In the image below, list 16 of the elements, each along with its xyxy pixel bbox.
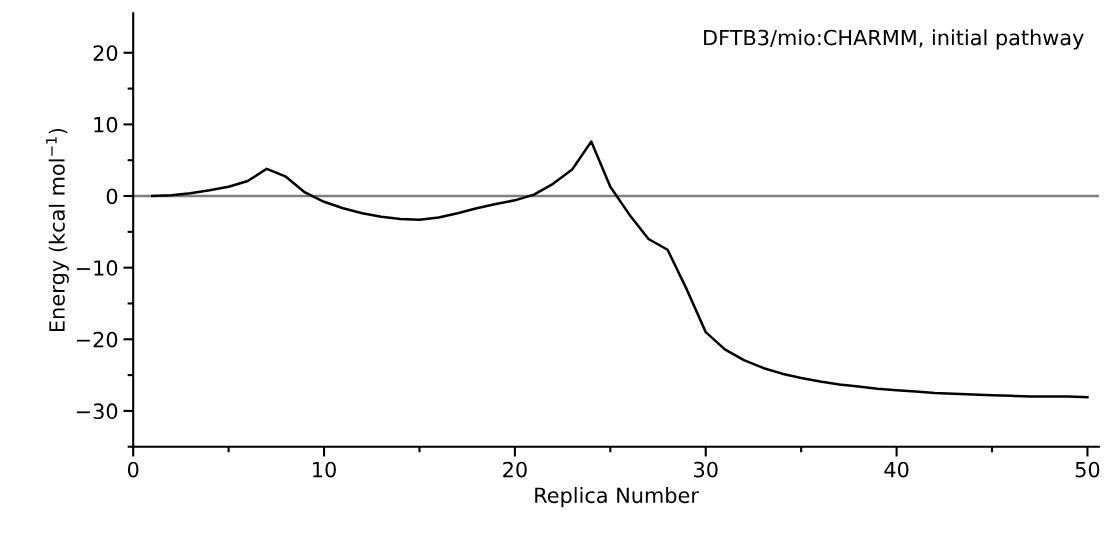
x-tick-label: 50 xyxy=(1075,461,1100,478)
y-tick-label: −10 xyxy=(76,260,118,276)
line-series xyxy=(151,140,1089,399)
x-tick-label: 30 xyxy=(694,461,718,478)
annotation: DFTB3/mio:CHARMM, initial pathway xyxy=(704,29,1084,50)
y-axis-title: Energy (kcal mol$^{−1}$) xyxy=(45,128,69,332)
x-tick-label: 40 xyxy=(884,461,909,478)
x-axis-title: Replica Number xyxy=(535,487,699,508)
y-tick-label: 10 xyxy=(94,116,118,133)
y-tick-label: 20 xyxy=(93,45,118,61)
x-tick-label: 0 xyxy=(127,461,139,478)
x-tick-label: 20 xyxy=(503,461,527,478)
y-tick-label: −20 xyxy=(76,331,118,348)
y-tick-label: −30 xyxy=(76,403,118,420)
y-tick-label: 0 xyxy=(106,188,118,205)
x-tick-label: 10 xyxy=(313,461,336,478)
